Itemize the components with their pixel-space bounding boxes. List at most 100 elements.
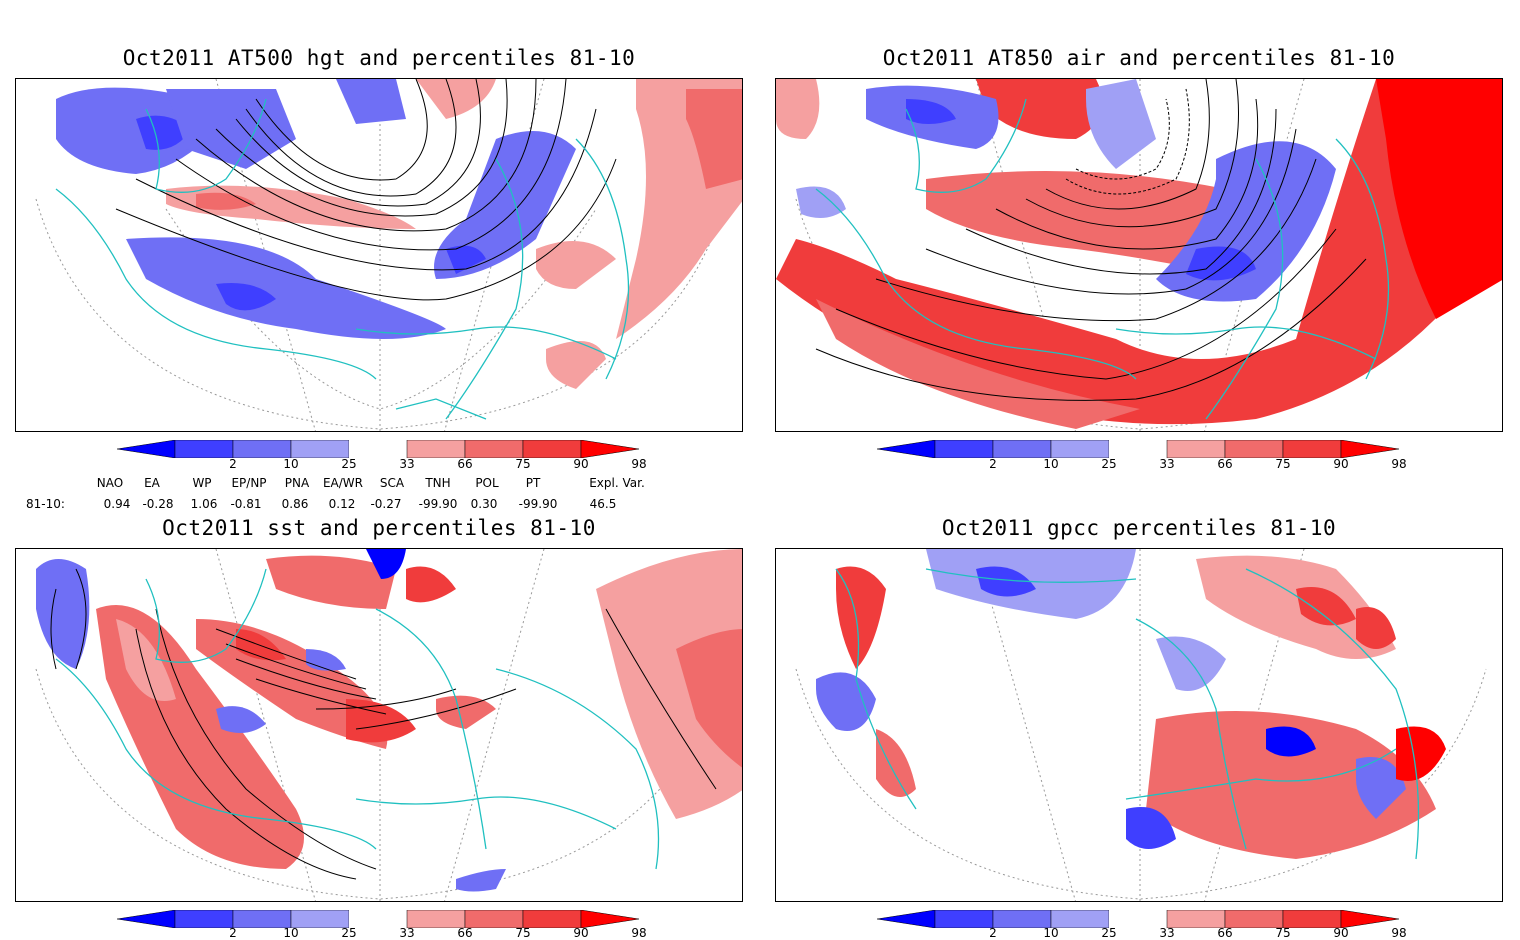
colorbar-tick-label: 98 [631, 926, 647, 940]
colorbar-tick-label: 90 [1333, 926, 1349, 940]
colorbar-segment [290, 440, 350, 458]
colorbar-tick-label: 10 [283, 457, 299, 471]
colorbar-tick-label: 75 [1275, 926, 1291, 940]
index-value: -99.90 [518, 497, 558, 511]
coastlines [55, 568, 660, 870]
coastlines [835, 568, 1420, 860]
colorbar-tick-label: 25 [341, 457, 357, 471]
colorbar-tick-label: 33 [1159, 457, 1175, 471]
colorbar-tick-label: 98 [631, 457, 647, 471]
colorbar-ticks-air: 2 10 25 33 66 75 90 98 [877, 457, 1407, 473]
colorbar-segment [1109, 440, 1167, 458]
colorbar-tick-label: 2 [989, 926, 997, 940]
panel-title-gpcc: Oct2011 gpcc percentiles 81-10 [941, 516, 1337, 540]
colorbar-tick-label: 33 [399, 457, 415, 471]
index-value: 0.86 [281, 497, 309, 511]
index-name: SCA [379, 476, 405, 490]
colorbar-segment [1166, 440, 1226, 458]
index-value: 1.06 [190, 497, 218, 511]
index-name: POL [475, 476, 499, 490]
colorbar-air [877, 440, 1400, 458]
colorbar-segment [1282, 440, 1342, 458]
index-name: EA/WR [322, 476, 364, 490]
colorbar-tick-label: 66 [457, 457, 473, 471]
height-contours [115, 79, 617, 301]
map-panel-gpcc [775, 548, 1503, 902]
colorbar-tick-label: 66 [457, 926, 473, 940]
index-name: NAO [96, 476, 124, 490]
panel-title-hgt: Oct2011 AT500 hgt and percentiles 81-10 [122, 46, 636, 70]
sst-contours [50, 568, 717, 880]
colorbar-segment [1109, 910, 1167, 928]
colorbar-tick-label: 2 [229, 457, 237, 471]
colorbar-segment [1340, 440, 1400, 458]
map-panel-air [775, 78, 1503, 432]
colorbar-segment [349, 910, 407, 928]
index-name: TNH [425, 476, 451, 490]
colorbar-segment [464, 440, 524, 458]
colorbar-tick-label: 66 [1217, 926, 1233, 940]
coastlines [55, 98, 630, 420]
colorbar-segment [1340, 910, 1400, 928]
indices-header: NAO EA WP EP/NP PNA EA/WR SCA TNH POL PT Expl. Var… [0, 476, 760, 492]
index-name: PNA [284, 476, 310, 490]
colorbar-segment [174, 440, 234, 458]
indices-values: 0.94 -0.28 1.06 -0.81 0.86 0.12 -0.27 -99.90 0.3… [0, 497, 760, 513]
colorbar-tick-label: 75 [515, 926, 531, 940]
index-name: EP/NP [231, 476, 267, 490]
panel-title-air: Oct2011 AT850 air and percentiles 81-10 [882, 46, 1396, 70]
index-value: 46.5 [589, 497, 617, 511]
hemisphere-outline [795, 549, 1487, 901]
colorbar-tick-label: 2 [229, 926, 237, 940]
colorbar-segment [1050, 440, 1110, 458]
percentile-shading [776, 79, 1502, 429]
colorbar-segment [117, 440, 176, 458]
index-name: EA [144, 476, 160, 490]
colorbar-ticks-hgt: 2 10 25 33 66 75 90 98 [117, 457, 647, 473]
colorbar-tick-label: 10 [283, 926, 299, 940]
colorbar-tick-label: 98 [1391, 926, 1407, 940]
colorbar-segment [406, 440, 466, 458]
colorbar-tick-label: 90 [573, 926, 589, 940]
map-panel-hgt [15, 78, 743, 432]
percentile-shading [816, 549, 1446, 859]
index-value: 0.30 [470, 497, 498, 511]
index-value: 0.12 [328, 497, 356, 511]
coastlines [815, 98, 1390, 420]
panel-title-sst: Oct2011 sst and percentiles 81-10 [162, 516, 596, 540]
percentile-shading [56, 79, 742, 389]
colorbar-segment [349, 440, 407, 458]
colorbar-segment [1224, 440, 1284, 458]
colorbar-segment [877, 440, 936, 458]
colorbar-sst [117, 910, 640, 928]
index-name: Expl. Var. [589, 476, 645, 490]
colorbar-hgt [117, 440, 640, 458]
colorbar-segment [232, 440, 292, 458]
colorbar-ticks-gpcc: 2 10 25 33 66 75 90 98 [877, 926, 1407, 940]
map-panel-sst [15, 548, 743, 902]
colorbar-tick-label: 33 [1159, 926, 1175, 940]
index-value: -0.28 [142, 497, 174, 511]
temperature-contours [815, 79, 1367, 401]
colorbar-gpcc [877, 910, 1400, 928]
index-name: PT [525, 476, 541, 490]
colorbar-tick-label: 2 [989, 457, 997, 471]
colorbar-tick-label: 75 [515, 457, 531, 471]
colorbar-segment [934, 440, 994, 458]
index-value: -0.27 [370, 497, 402, 511]
colorbar-tick-label: 10 [1043, 457, 1059, 471]
colorbar-segment [580, 910, 640, 928]
colorbar-tick-label: 75 [1275, 457, 1291, 471]
colorbar-segment [992, 440, 1052, 458]
colorbar-tick-label: 90 [573, 457, 589, 471]
colorbar-tick-label: 66 [1217, 457, 1233, 471]
colorbar-tick-label: 25 [1101, 926, 1117, 940]
colorbar-segment [522, 440, 582, 458]
index-name: WP [192, 476, 212, 490]
colorbar-tick-label: 25 [341, 926, 357, 940]
index-value: -99.90 [418, 497, 458, 511]
percentile-shading [36, 549, 742, 892]
colorbar-tick-label: 33 [399, 926, 415, 940]
colorbar-tick-label: 90 [1333, 457, 1349, 471]
colorbar-tick-label: 25 [1101, 457, 1117, 471]
